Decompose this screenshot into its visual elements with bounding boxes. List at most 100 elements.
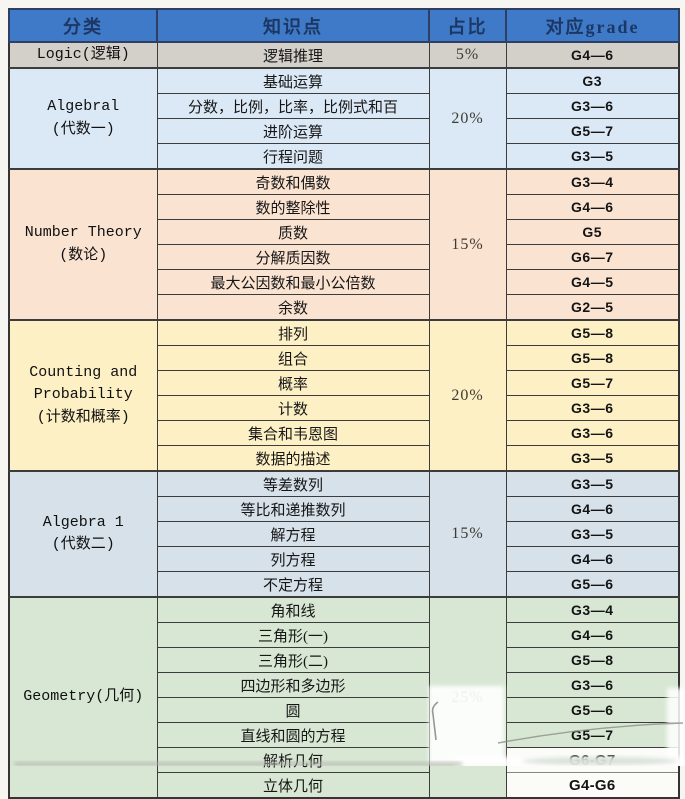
topic-cell: 列方程 <box>156 546 430 572</box>
topic-cell: 圆 <box>156 697 430 723</box>
category-cell-number-theory: Number Theory (数论) <box>8 168 158 321</box>
topic-cell: 角和线 <box>156 596 430 623</box>
topic-cell: 数的整除性 <box>156 194 430 220</box>
table-row: 圆 G5—6 <box>9 697 680 723</box>
category-line: Logic(逻辑) <box>36 45 130 63</box>
grade-cell: G3—6 <box>505 672 680 698</box>
grade-cell: G5—7 <box>505 370 680 396</box>
topic-cell: 不定方程 <box>156 571 430 598</box>
topic-cell: 奇数和偶数 <box>156 168 430 195</box>
header-knowledge-point: 知识点 <box>156 8 430 43</box>
grade-cell: G6-G7 <box>505 747 680 773</box>
header-grade: 对应grade <box>505 8 680 43</box>
grade-cell: G5—8 <box>505 345 680 371</box>
topic-cell: 组合 <box>156 345 430 371</box>
topic-cell: 分数，比例，比率，比例式和百 <box>156 93 430 119</box>
topic-cell: 概率 <box>156 370 430 396</box>
category-line: Probability <box>33 386 133 404</box>
header-percent: 占比 <box>428 8 507 43</box>
grade-cell: G3—6 <box>505 93 680 119</box>
table-body: Logic(逻辑) 逻辑推理 5% G4—6 Algebral (代数一) 基础运算 20% G… <box>8 41 680 799</box>
category-line: (代数二) <box>51 536 115 553</box>
grade-cell: G5—7 <box>505 722 680 748</box>
table-row: Geometry(几何) 角和线 25% G3—4 <box>8 596 680 799</box>
percent-cell-geometry: 25% <box>428 596 507 799</box>
category-line: Counting and <box>29 363 138 381</box>
topic-cell: 数据的描述 <box>156 445 430 472</box>
grade-cell: G4—6 <box>505 546 680 572</box>
topic-cell: 基础运算 <box>156 67 430 94</box>
grade-cell: G3—5 <box>505 470 680 497</box>
grade-cell: G3—4 <box>505 596 680 623</box>
category-line: Number Theory <box>24 224 142 241</box>
table-row: Counting and Probability (计数和概率) 排列 20% G5—8 <box>8 319 680 472</box>
category-line: (计数和概率) <box>36 408 130 426</box>
topic-cell: 立体几何 <box>156 772 430 799</box>
grade-cell: G4-G6 <box>505 772 680 799</box>
percent-cell-number-theory: 15% <box>428 168 507 321</box>
grade-cell: G3—4 <box>505 168 680 195</box>
grade-cell: G3 <box>505 67 680 94</box>
grade-cell: G6—7 <box>505 244 680 270</box>
table-header-row: 分类 知识点 占比 对应grade <box>8 8 680 43</box>
grade-cell: G5—7 <box>505 118 680 144</box>
topic-cell: 四边形和多边形 <box>156 672 430 698</box>
grade-cell: G5—8 <box>505 319 680 346</box>
percent-cell-algebra-two: 15% <box>428 470 507 598</box>
topic-cell: 进阶运算 <box>156 118 430 144</box>
category-line: (数论) <box>59 246 108 264</box>
grade-cell: G3—6 <box>505 395 680 421</box>
topic-cell: 直线和圆的方程 <box>156 722 430 748</box>
header-category: 分类 <box>8 8 158 43</box>
category-line: Geometry(几何) <box>23 688 144 706</box>
knowledge-point-table: 分类 知识点 占比 对应grade Logic(逻辑) 逻辑推理 5% G4—6 Alg… <box>8 8 680 799</box>
topic-cell: 等比和递推数列 <box>156 496 430 522</box>
category-cell-logic: Logic(逻辑) <box>8 41 158 69</box>
category-line: Algebral <box>47 98 120 115</box>
topic-cell: 排列 <box>156 319 430 346</box>
table-row: 解方程 G3—5 <box>9 521 680 547</box>
topic-cell: 等差数列 <box>156 470 430 497</box>
table-row: 分数，比例，比率，比例式和百 G3—6 <box>9 93 680 119</box>
category-line: Algebra 1 <box>42 513 124 531</box>
topic-cell: 集合和韦恩图 <box>156 420 430 446</box>
grade-cell: G5—6 <box>505 697 680 723</box>
grade-cell: G4—5 <box>505 269 680 295</box>
grade-cell: G2—5 <box>505 294 680 321</box>
table-row: Algebra 1 (代数二) 等差数列 15% G3—5 <box>8 470 680 598</box>
grade-cell: G5—8 <box>505 647 680 673</box>
grade-cell: G4—6 <box>505 41 680 69</box>
topic-cell: 逻辑推理 <box>156 41 430 69</box>
category-cell-counting-probability: Counting and Probability (计数和概率) <box>8 319 158 472</box>
category-cell-algebra-one: Algebral (代数一) <box>8 67 158 170</box>
category-line: (代数一) <box>51 120 115 138</box>
grade-cell: G5—6 <box>505 571 680 598</box>
grade-cell: G4—6 <box>505 194 680 220</box>
grade-cell: G4—6 <box>505 622 680 648</box>
topic-cell: 解方程 <box>156 521 430 547</box>
grade-cell: G3—5 <box>505 445 680 472</box>
category-cell-geometry: Geometry(几何) <box>8 596 158 799</box>
topic-cell: 三角形(一) <box>156 622 430 648</box>
topic-cell: 分解质因数 <box>156 244 430 270</box>
grade-cell: G3—5 <box>505 143 680 170</box>
topic-cell: 质数 <box>156 219 430 245</box>
grade-cell: G5 <box>505 219 680 245</box>
percent-cell-algebra-one: 20% <box>428 67 507 170</box>
table-row: 分解质因数 G6—7 <box>9 244 680 270</box>
grade-cell: G3—5 <box>505 521 680 547</box>
table-row: Algebral (代数一) 基础运算 20% G3 <box>8 67 680 170</box>
table-row: Number Theory (数论) 奇数和偶数 15% G3—4 <box>8 168 680 321</box>
category-cell-algebra-two: Algebra 1 (代数二) <box>8 470 158 598</box>
grade-cell: G3—6 <box>505 420 680 446</box>
topic-cell: 最大公因数和最小公倍数 <box>156 269 430 295</box>
topic-cell: 解析几何 <box>156 747 430 773</box>
topic-cell: 行程问题 <box>156 143 430 170</box>
table-row: 余数 G2—5 <box>9 294 680 321</box>
percent-cell-logic: 5% <box>428 41 507 69</box>
grade-cell: G4—6 <box>505 496 680 522</box>
percent-cell-counting-probability: 20% <box>428 319 507 472</box>
table-row: 概率 G5—7 <box>9 370 680 396</box>
table-row: Logic(逻辑) 逻辑推理 5% G4—6 <box>8 41 680 69</box>
topic-cell: 计数 <box>156 395 430 421</box>
